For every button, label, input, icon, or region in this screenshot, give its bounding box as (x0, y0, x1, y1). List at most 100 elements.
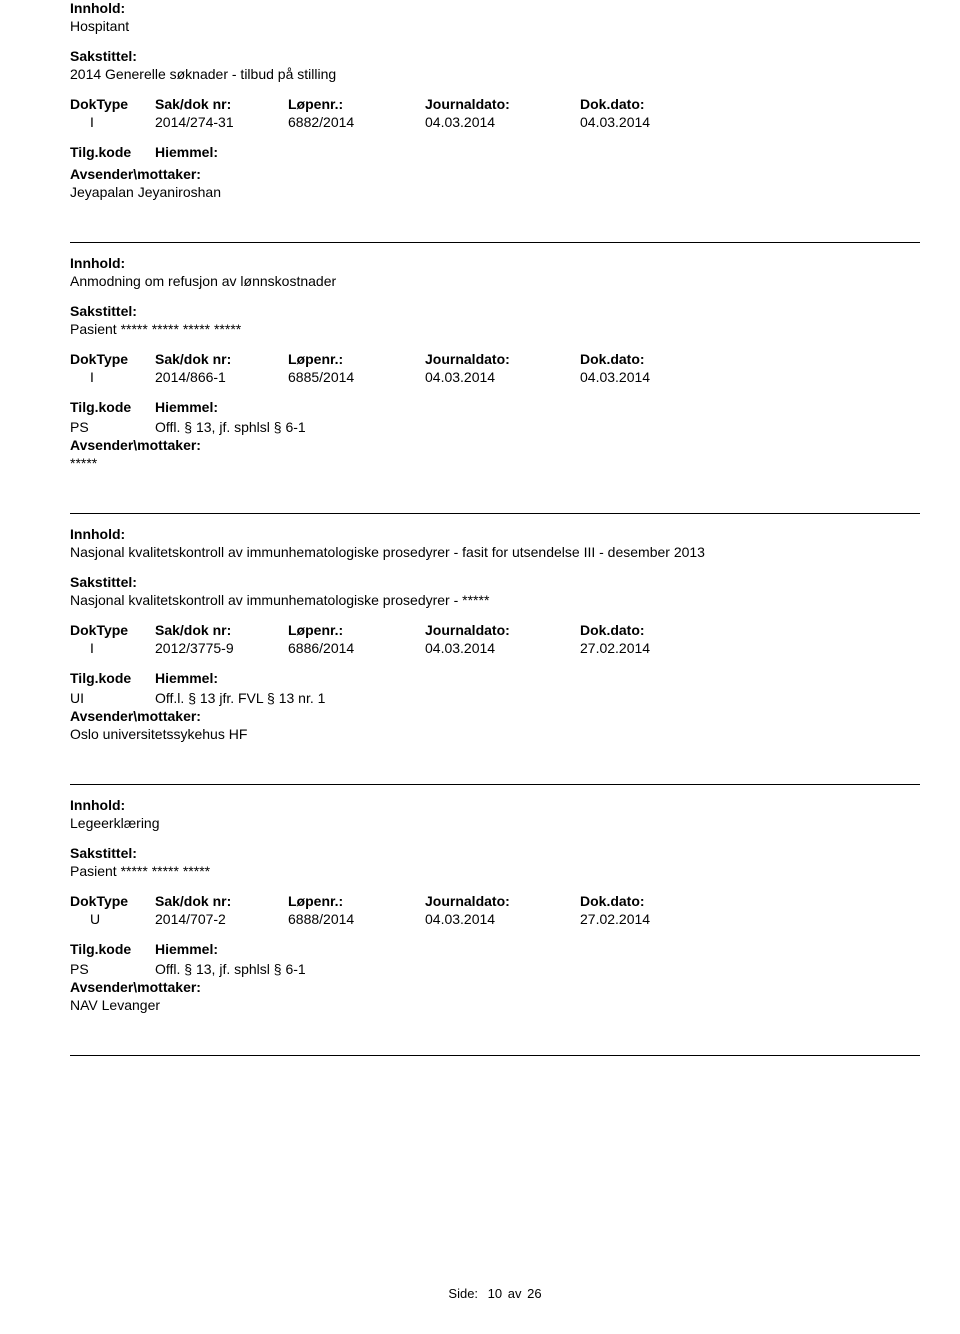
lopenr-value: 6886/2014 (288, 640, 425, 656)
hiemmel-value: Offl. § 13, jf. sphlsl § 6-1 (155, 419, 306, 435)
divider (70, 242, 920, 243)
hiemmel-value: Off.l. § 13 jfr. FVL § 13 nr. 1 (155, 690, 325, 706)
tilgkode-value: UI (70, 690, 155, 706)
journal-entry: Innhold: Anmodning om refusjon av lønnsk… (70, 255, 920, 471)
col-sakdok-label: Sak/dok nr: (155, 96, 288, 112)
col-doktype-label: DokType (70, 893, 155, 909)
avsender-value: NAV Levanger (70, 997, 920, 1013)
col-lopenr-label: Løpenr.: (288, 893, 425, 909)
side-label: Side: (448, 1286, 478, 1301)
journal-entry: Innhold: Nasjonal kvalitetskontroll av i… (70, 526, 920, 742)
col-sakdok-label: Sak/dok nr: (155, 622, 288, 638)
tilgkode-label: Tilg.kode (70, 399, 155, 415)
lopenr-value: 6882/2014 (288, 114, 425, 130)
col-dokdato-label: Dok.dato: (580, 622, 730, 638)
sakdok-value: 2014/866-1 (155, 369, 288, 385)
page-number: 10 (482, 1286, 502, 1301)
avsender-value: Oslo universitetssykehus HF (70, 726, 920, 742)
journal-value: 04.03.2014 (425, 114, 580, 130)
col-lopenr-label: Løpenr.: (288, 351, 425, 367)
doktype-value: I (70, 369, 155, 385)
total-pages: 26 (527, 1286, 541, 1301)
hiemmel-label: Hiemmel: (155, 399, 218, 417)
journal-entry: Innhold: Legeerklæring Sakstittel: Pasie… (70, 797, 920, 1013)
column-headers: DokType Sak/dok nr: Løpenr.: Journaldato… (70, 622, 920, 638)
col-dokdato-label: Dok.dato: (580, 96, 730, 112)
avsender-value: Jeyapalan Jeyaniroshan (70, 184, 920, 200)
col-journal-label: Journaldato: (425, 622, 580, 638)
innhold-label: Innhold: (70, 0, 920, 16)
col-doktype-label: DokType (70, 96, 155, 112)
hiemmel-label: Hiemmel: (155, 941, 218, 959)
column-headers: DokType Sak/dok nr: Løpenr.: Journaldato… (70, 351, 920, 367)
innhold-value: Legeerklæring (70, 815, 920, 831)
hiemmel-row: PS Offl. § 13, jf. sphlsl § 6-1 (70, 961, 920, 977)
sakstittel-label: Sakstittel: (70, 845, 920, 861)
page-footer: Side: 10 av 26 (70, 1286, 920, 1321)
tilg-row: Tilg.kode Hiemmel: (70, 941, 920, 959)
journal-value: 04.03.2014 (425, 640, 580, 656)
dokdato-value: 27.02.2014 (580, 640, 730, 656)
innhold-value: Hospitant (70, 18, 920, 34)
sakstittel-value: Pasient ***** ***** ***** ***** (70, 321, 920, 337)
sakdok-value: 2014/274-31 (155, 114, 288, 130)
doktype-value: I (70, 114, 155, 130)
col-sakdok-label: Sak/dok nr: (155, 351, 288, 367)
tilg-row: Tilg.kode Hiemmel: (70, 399, 920, 417)
avsender-label: Avsender\mottaker: (70, 166, 920, 182)
dokdato-value: 27.02.2014 (580, 911, 730, 927)
avsender-label: Avsender\mottaker: (70, 437, 920, 453)
tilg-row: Tilg.kode Hiemmel: (70, 144, 920, 162)
col-dokdato-label: Dok.dato: (580, 351, 730, 367)
col-doktype-label: DokType (70, 351, 155, 367)
tilgkode-value: PS (70, 419, 155, 435)
data-row: I 2014/274-31 6882/2014 04.03.2014 04.03… (70, 114, 920, 130)
innhold-label: Innhold: (70, 797, 920, 813)
data-row: I 2012/3775-9 6886/2014 04.03.2014 27.02… (70, 640, 920, 656)
data-row: U 2014/707-2 6888/2014 04.03.2014 27.02.… (70, 911, 920, 927)
doktype-value: I (70, 640, 155, 656)
avsender-value: ***** (70, 455, 920, 471)
dokdato-value: 04.03.2014 (580, 114, 730, 130)
avsender-label: Avsender\mottaker: (70, 708, 920, 724)
divider (70, 784, 920, 785)
sakdok-value: 2012/3775-9 (155, 640, 288, 656)
dokdato-value: 04.03.2014 (580, 369, 730, 385)
tilgkode-value: PS (70, 961, 155, 977)
sakstittel-value: 2014 Generelle søknader - tilbud på stil… (70, 66, 920, 82)
innhold-value: Anmodning om refusjon av lønnskostnader (70, 273, 920, 289)
col-sakdok-label: Sak/dok nr: (155, 893, 288, 909)
innhold-value: Nasjonal kvalitetskontroll av immunhemat… (70, 544, 920, 560)
sakstittel-value: Nasjonal kvalitetskontroll av immunhemat… (70, 592, 920, 608)
tilgkode-label: Tilg.kode (70, 144, 155, 160)
sakdok-value: 2014/707-2 (155, 911, 288, 927)
hiemmel-label: Hiemmel: (155, 144, 218, 162)
col-journal-label: Journaldato: (425, 893, 580, 909)
innhold-label: Innhold: (70, 255, 920, 271)
av-label: av (506, 1286, 524, 1301)
col-doktype-label: DokType (70, 622, 155, 638)
data-row: I 2014/866-1 6885/2014 04.03.2014 04.03.… (70, 369, 920, 385)
innhold-label: Innhold: (70, 526, 920, 542)
hiemmel-label: Hiemmel: (155, 670, 218, 688)
sakstittel-label: Sakstittel: (70, 303, 920, 319)
avsender-label: Avsender\mottaker: (70, 979, 920, 995)
journal-value: 04.03.2014 (425, 911, 580, 927)
tilgkode-label: Tilg.kode (70, 670, 155, 686)
tilg-row: Tilg.kode Hiemmel: (70, 670, 920, 688)
divider (70, 1055, 920, 1056)
sakstittel-label: Sakstittel: (70, 48, 920, 64)
tilgkode-label: Tilg.kode (70, 941, 155, 957)
hiemmel-row: UI Off.l. § 13 jfr. FVL § 13 nr. 1 (70, 690, 920, 706)
col-dokdato-label: Dok.dato: (580, 893, 730, 909)
document-page: Innhold: Hospitant Sakstittel: 2014 Gene… (0, 0, 960, 1321)
col-journal-label: Journaldato: (425, 351, 580, 367)
column-headers: DokType Sak/dok nr: Løpenr.: Journaldato… (70, 893, 920, 909)
lopenr-value: 6885/2014 (288, 369, 425, 385)
divider (70, 513, 920, 514)
journal-value: 04.03.2014 (425, 369, 580, 385)
hiemmel-value: Offl. § 13, jf. sphlsl § 6-1 (155, 961, 306, 977)
col-lopenr-label: Løpenr.: (288, 96, 425, 112)
column-headers: DokType Sak/dok nr: Løpenr.: Journaldato… (70, 96, 920, 112)
doktype-value: U (70, 911, 155, 927)
